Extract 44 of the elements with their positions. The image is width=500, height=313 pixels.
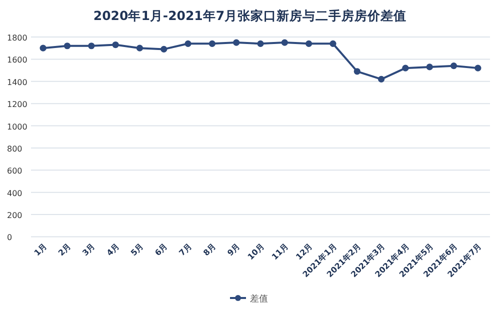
y-tick-label: 1800 bbox=[7, 34, 28, 42]
x-tick-label: 10月 bbox=[246, 242, 266, 262]
point bbox=[136, 44, 144, 52]
y-tick-label: 800 bbox=[7, 144, 22, 154]
y-tick-label: 1600 bbox=[7, 56, 28, 65]
point bbox=[450, 62, 458, 70]
point bbox=[257, 40, 264, 47]
title: 2020年1月-2021年7月张家口新房与二手房房价差值 bbox=[93, 8, 407, 23]
x-tick-label: 1月 bbox=[32, 242, 48, 258]
point bbox=[354, 68, 360, 75]
point bbox=[474, 64, 482, 72]
x-tick-label: 2月 bbox=[56, 242, 73, 258]
x-tick-label: 7月 bbox=[177, 242, 194, 258]
x-tick-label: 12月 bbox=[294, 242, 314, 262]
x-tick-label: 4月 bbox=[105, 242, 121, 258]
y-tick-label: 400 bbox=[7, 188, 22, 198]
point bbox=[208, 40, 216, 47]
point bbox=[160, 46, 168, 53]
point bbox=[233, 39, 240, 46]
point bbox=[40, 44, 46, 52]
point bbox=[281, 39, 288, 46]
x-tick-label: 9月 bbox=[226, 242, 242, 258]
x-tick-label: 6月 bbox=[153, 242, 170, 258]
y-tick-label: 600 bbox=[7, 166, 22, 176]
x-tick-label: 11月 bbox=[270, 242, 290, 262]
point bbox=[426, 64, 433, 70]
point bbox=[330, 40, 336, 47]
point bbox=[402, 64, 409, 72]
y-tick-label: 1200 bbox=[7, 100, 28, 110]
x-tick-label: 8月 bbox=[202, 242, 218, 258]
point bbox=[378, 76, 385, 82]
legend: 差值 bbox=[230, 294, 268, 304]
point bbox=[88, 42, 95, 50]
y-tick-label: 0 bbox=[7, 233, 12, 242]
y-tick-label: 200 bbox=[7, 211, 22, 220]
y-tick-label: 1400 bbox=[7, 78, 28, 87]
x-tick-label: 3月 bbox=[80, 242, 97, 258]
point bbox=[112, 41, 119, 48]
point bbox=[184, 40, 192, 47]
x-tick-label: 5月 bbox=[129, 242, 146, 258]
legend-label: 差值 bbox=[250, 294, 268, 304]
point bbox=[64, 42, 71, 50]
y-tick-label: 1000 bbox=[7, 122, 28, 132]
point bbox=[306, 40, 312, 47]
